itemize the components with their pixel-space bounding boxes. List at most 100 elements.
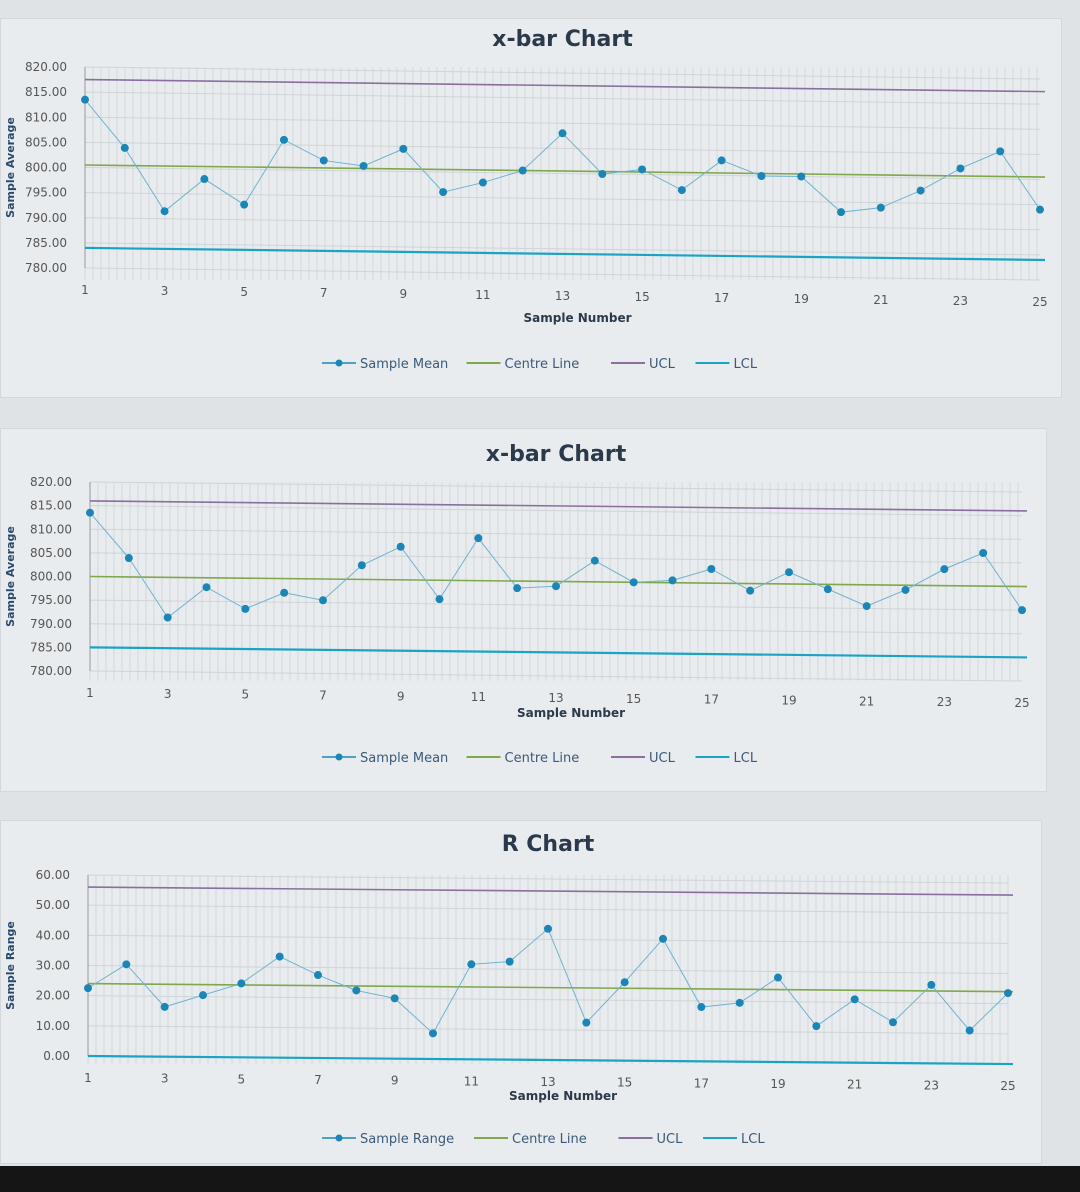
legend-marker — [335, 1134, 343, 1142]
data-point — [582, 1018, 591, 1027]
y-tick-label: 795.00 — [30, 593, 72, 607]
chart-2: 780.00 785.00 790.00 795.00 800.00 805.00 810.… — [4, 442, 1030, 766]
gridline-horizontal — [89, 670, 1023, 682]
x-tick-label: 19 — [794, 292, 809, 306]
data-point — [279, 135, 288, 144]
data-point — [352, 986, 361, 995]
y-tick-label: 20.00 — [36, 989, 70, 1003]
x-tick-label: 9 — [397, 689, 405, 703]
gridline-horizontal — [84, 141, 1041, 155]
data-point — [697, 1003, 706, 1012]
data-point — [474, 534, 483, 543]
legend-label: UCL — [657, 1132, 684, 1147]
y-tick-label: 810.00 — [25, 110, 67, 124]
data-point — [396, 542, 405, 551]
legend-label: Sample Range — [360, 1132, 454, 1147]
x-tick-label: 19 — [781, 694, 796, 708]
data-point — [467, 960, 476, 969]
legend-marker — [335, 359, 343, 367]
data-point — [518, 166, 527, 175]
data-point — [850, 995, 859, 1004]
data-point — [163, 613, 172, 622]
y-tick-label: 820.00 — [25, 60, 67, 74]
x-tick-label: 15 — [634, 290, 649, 304]
x-tick-label: 21 — [859, 694, 874, 708]
gridline-horizontal — [87, 904, 1009, 914]
y-tick-label: 60.00 — [36, 868, 70, 882]
y-tick-label: 785.00 — [25, 236, 67, 250]
chart-title: x-bar Chart — [492, 27, 633, 52]
data-point — [590, 556, 599, 565]
y-tick-label: 10.00 — [36, 1019, 70, 1033]
data-point — [996, 147, 1005, 156]
data-point — [876, 203, 885, 212]
y-tick-label: 810.00 — [30, 522, 72, 536]
gridline-horizontal — [89, 505, 1023, 517]
legend-item: Sample Mean — [322, 357, 448, 372]
x-tick-label: 17 — [704, 693, 719, 707]
x-tick-label: 9 — [391, 1074, 399, 1088]
legend-label: Centre Line — [505, 357, 580, 372]
y-axis-label: Sample Range — [4, 921, 17, 1010]
data-point — [122, 960, 131, 969]
data-point — [505, 957, 514, 966]
legend-item: UCL — [611, 357, 676, 372]
xbar-chart-panel-2 — [0, 428, 1047, 792]
y-tick-label: 805.00 — [25, 135, 67, 149]
data-point — [940, 565, 949, 574]
legend-label: Centre Line — [505, 751, 580, 766]
data-point — [1036, 205, 1044, 214]
data-point — [429, 1029, 437, 1038]
y-tick-label: 800.00 — [25, 161, 67, 175]
y-tick-label: 805.00 — [30, 546, 72, 560]
data-point — [735, 998, 744, 1007]
gridline-horizontal — [89, 481, 1023, 493]
x-tick-label: 3 — [161, 1072, 169, 1086]
x-tick-label: 1 — [86, 686, 94, 700]
y-tick-label: 795.00 — [25, 186, 67, 200]
x-tick-label: 17 — [714, 291, 729, 305]
data-point — [823, 585, 832, 594]
x-tick-label: 13 — [540, 1075, 555, 1089]
legend-item: Centre Line — [466, 751, 580, 766]
data-point — [120, 143, 129, 152]
x-tick-label: 13 — [555, 289, 570, 303]
x-tick-label: 25 — [1000, 1079, 1015, 1093]
x-tick-label: 5 — [238, 1072, 246, 1086]
data-point — [901, 585, 910, 594]
x-tick-label: 11 — [475, 288, 490, 302]
data-point — [862, 602, 871, 611]
y-tick-label: 40.00 — [36, 928, 70, 942]
gridline-horizontal — [84, 167, 1041, 180]
x-tick-label: 19 — [770, 1077, 785, 1091]
x-tick-label: 7 — [319, 689, 327, 703]
gridline-horizontal — [87, 965, 1009, 974]
legend-item: LCL — [695, 751, 758, 766]
gridline-horizontal — [89, 552, 1023, 564]
data-point — [797, 172, 806, 181]
y-tick-label: 30.00 — [36, 959, 70, 973]
y-tick-label: 820.00 — [30, 475, 72, 489]
x-tick-label: 3 — [161, 284, 169, 298]
data-point — [202, 583, 211, 592]
data-point — [319, 596, 327, 605]
legend-label: UCL — [649, 357, 676, 372]
data-point — [774, 973, 782, 982]
data-point — [1018, 606, 1026, 615]
y-tick-label: 0.00 — [43, 1049, 70, 1063]
data-point — [757, 172, 766, 180]
legend-label: LCL — [734, 357, 758, 372]
line-ucl — [89, 500, 1028, 512]
y-tick-label: 815.00 — [30, 499, 72, 513]
legend-label: LCL — [741, 1132, 765, 1147]
data-point — [707, 564, 716, 573]
chart-title: x-bar Chart — [486, 442, 627, 467]
data-point — [558, 129, 567, 138]
legend-item: Sample Mean — [322, 751, 448, 766]
gridline-horizontal — [84, 217, 1041, 231]
line-centre-line — [84, 164, 1046, 178]
line-centre-line — [89, 575, 1028, 588]
data-point — [275, 952, 284, 961]
